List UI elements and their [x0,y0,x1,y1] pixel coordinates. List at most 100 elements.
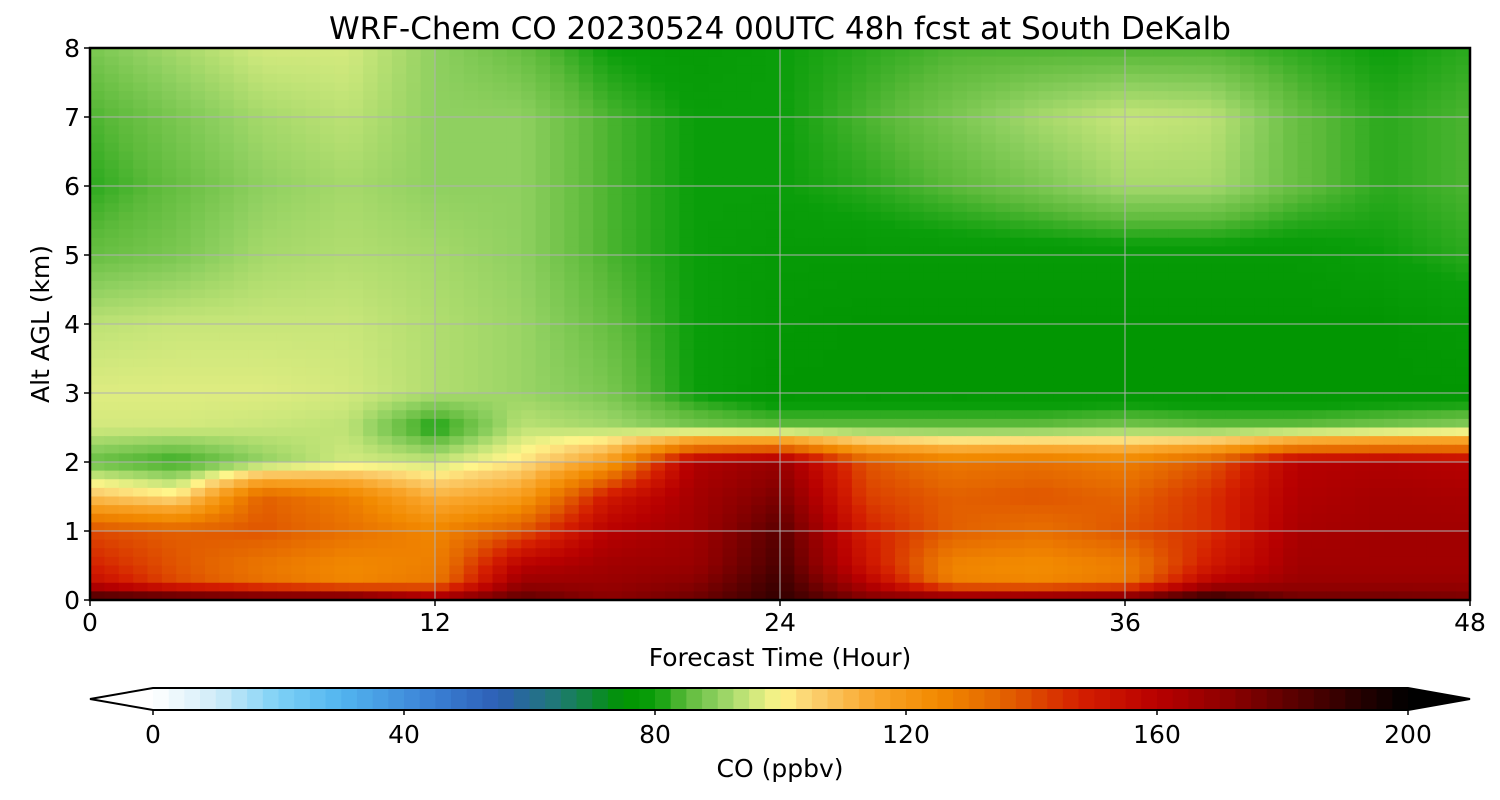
field-cell [1010,358,1025,368]
field-cell [1139,341,1155,351]
field-cell [1196,410,1212,420]
field-cell [1096,393,1112,403]
field-cell [794,203,810,213]
field-cell [708,186,724,196]
field-cell [780,462,795,472]
field-cell [808,367,824,377]
field-cell [506,203,522,213]
field-cell [348,220,364,230]
field-cell [765,367,781,377]
field-cell [1254,289,1270,299]
field-cell [636,99,652,109]
field-cell [794,444,810,454]
field-cell [693,168,709,178]
field-cell [1010,315,1025,325]
field-cell [161,56,177,66]
field-cell [1268,358,1284,368]
field-cell [147,462,163,472]
field-cell [1168,177,1184,187]
field-cell [765,289,781,299]
field-cell [1168,306,1184,316]
field-cell [1067,48,1083,58]
field-cell [334,324,350,334]
field-cell [981,487,997,498]
field-cell [1383,358,1399,368]
field-cell [506,151,522,161]
field-cell [1024,410,1040,420]
field-cell [118,99,134,109]
field-cell [133,220,149,230]
field-cell [420,444,436,454]
field-cell [276,125,292,135]
field-cell [1254,315,1270,325]
field-cell [1268,117,1284,127]
field-cell [118,384,134,394]
field-cell [1412,453,1428,463]
field-cell [133,203,149,213]
field-cell [679,108,695,118]
field-cell [1139,177,1155,187]
field-cell [205,237,220,247]
field-cell [233,82,249,92]
field-cell [190,177,206,187]
field-cell [1196,117,1212,127]
field-cell [1426,341,1442,351]
field-cell [176,151,192,161]
field-cell [708,367,724,377]
field-cell [1340,358,1356,368]
field-cell [391,211,407,222]
field-cell [995,280,1011,291]
field-cell [851,324,867,334]
field-cell [1182,194,1198,204]
field-cell [1283,436,1299,446]
field-cell [823,91,839,101]
field-cell [535,436,551,446]
field-cell [923,349,939,360]
field-cell [823,194,839,204]
field-cell [535,427,551,437]
field-cell [938,177,954,187]
field-cell [190,246,206,256]
field-cell [205,134,220,144]
field-cell [276,479,292,489]
field-cell [1024,401,1040,411]
field-cell [1211,134,1227,144]
field-cell [751,151,767,161]
field-cell [535,134,551,144]
field-cell [1297,73,1313,84]
field-cell [650,82,666,92]
field-cell [895,229,910,239]
field-cell [147,324,163,334]
field-cell [521,384,537,394]
field-cell [880,99,896,109]
field-cell [1038,436,1054,446]
field-cell [449,65,465,75]
field-cell [305,332,321,342]
field-cell [765,272,781,282]
field-cell [1240,341,1255,351]
field-cell [966,220,982,230]
field-cell [550,246,565,256]
field-cell [621,315,637,325]
field-cell [851,134,867,144]
field-cell [506,375,522,385]
field-cell [1369,462,1385,472]
field-cell [1010,117,1025,127]
field-cell [1283,211,1299,222]
field-cell [1383,186,1399,196]
field-cell [535,246,551,256]
field-cell [952,65,968,75]
field-cell [506,462,522,472]
field-cell [1110,324,1126,334]
field-cell [794,401,810,411]
field-cell [636,341,652,351]
field-cell [1297,367,1313,377]
field-cell [1125,186,1140,196]
field-cell [1196,384,1212,394]
field-cell [521,341,537,351]
field-cell [435,280,450,291]
field-cell [348,306,364,316]
field-cell [765,341,781,351]
field-cell [90,462,105,472]
field-cell [535,255,551,265]
